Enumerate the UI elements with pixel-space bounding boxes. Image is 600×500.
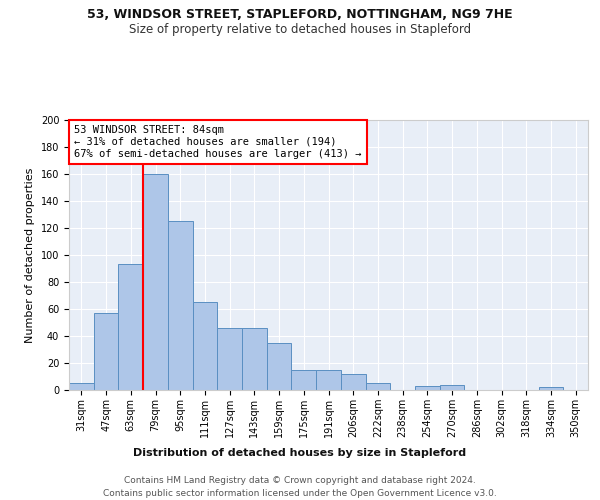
Text: 53, WINDSOR STREET, STAPLEFORD, NOTTINGHAM, NG9 7HE: 53, WINDSOR STREET, STAPLEFORD, NOTTINGH…: [87, 8, 513, 20]
Bar: [316, 370, 341, 390]
Bar: [267, 343, 292, 390]
Bar: [292, 370, 316, 390]
Bar: [242, 328, 267, 390]
Bar: [365, 383, 390, 390]
Bar: [69, 383, 94, 390]
Bar: [539, 388, 563, 390]
Bar: [143, 174, 168, 390]
Text: Contains HM Land Registry data © Crown copyright and database right 2024.: Contains HM Land Registry data © Crown c…: [124, 476, 476, 485]
Bar: [118, 264, 143, 390]
Text: Distribution of detached houses by size in Stapleford: Distribution of detached houses by size …: [133, 448, 467, 458]
Bar: [415, 386, 440, 390]
Y-axis label: Number of detached properties: Number of detached properties: [25, 168, 35, 342]
Text: 53 WINDSOR STREET: 84sqm
← 31% of detached houses are smaller (194)
67% of semi-: 53 WINDSOR STREET: 84sqm ← 31% of detach…: [74, 126, 362, 158]
Bar: [193, 302, 217, 390]
Text: Contains public sector information licensed under the Open Government Licence v3: Contains public sector information licen…: [103, 489, 497, 498]
Bar: [440, 384, 464, 390]
Bar: [94, 313, 118, 390]
Text: Size of property relative to detached houses in Stapleford: Size of property relative to detached ho…: [129, 22, 471, 36]
Bar: [341, 374, 365, 390]
Bar: [168, 221, 193, 390]
Bar: [217, 328, 242, 390]
